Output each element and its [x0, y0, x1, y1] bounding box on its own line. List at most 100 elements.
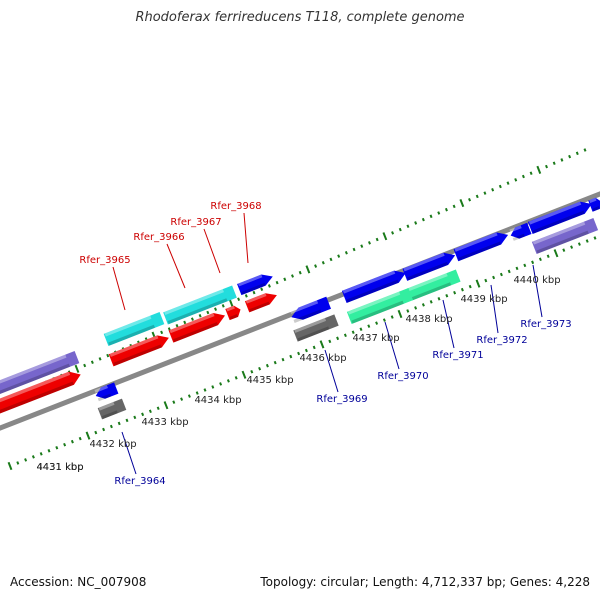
tick-mark-lower — [304, 348, 308, 353]
tick-mark-lower — [492, 275, 496, 280]
tick-mark-upper — [398, 227, 402, 232]
tick-mark-lower — [47, 449, 51, 453]
gene-rfer-3971[interactable] — [407, 269, 461, 301]
tick-mark-upper — [267, 284, 271, 288]
scale-label: 4431 kbp — [36, 462, 83, 473]
tick-mark-lower — [195, 391, 199, 395]
tick-mark-lower — [7, 461, 13, 471]
gene-features — [0, 196, 600, 420]
gene-forward-cds[interactable] — [453, 229, 511, 262]
tick-mark-lower — [437, 297, 441, 301]
tick-mark-upper — [90, 360, 94, 364]
gene-label-bottom: Rfer_3973 — [520, 319, 571, 330]
tick-mark-lower — [63, 442, 67, 447]
tick-mark-lower — [16, 461, 20, 465]
tick-mark-lower — [148, 409, 152, 414]
tick-mark-upper — [568, 154, 572, 159]
tick-mark-upper — [545, 164, 548, 169]
tick-mark-lower — [406, 309, 410, 313]
gene-label-top: Rfer_3966 — [133, 232, 184, 243]
gene-reverse-cds[interactable] — [108, 332, 171, 367]
gene-forward-cds[interactable] — [289, 296, 331, 324]
tick-mark-lower — [390, 315, 394, 319]
leader-line — [442, 299, 455, 349]
tick-mark-upper — [483, 191, 487, 195]
tick-mark-upper — [74, 364, 80, 373]
leader-line — [324, 349, 339, 393]
tick-mark-upper — [459, 198, 465, 208]
gene-forward-cds[interactable] — [527, 198, 594, 235]
tick-mark-upper — [321, 260, 325, 265]
gene-reverse-cds[interactable] — [244, 290, 279, 313]
gene-rfer-3968[interactable] — [237, 271, 275, 296]
gene-rfer-3973[interactable] — [531, 217, 599, 255]
gene-rfer-3969[interactable] — [293, 314, 339, 342]
tick-mark-lower — [546, 254, 550, 259]
tick-mark-lower — [258, 366, 262, 371]
tick-mark-upper — [291, 274, 294, 278]
tick-mark-lower — [234, 376, 238, 380]
tick-mark-lower — [55, 445, 59, 450]
tick-mark-upper — [367, 241, 371, 245]
gene-reverse-cds[interactable] — [225, 304, 242, 321]
tick-mark-upper — [83, 363, 87, 368]
tick-mark-lower — [453, 290, 457, 295]
tick-mark-lower — [109, 424, 113, 429]
scale-label: 4434 kbp — [194, 395, 241, 406]
gene-rfer-3965[interactable] — [103, 312, 165, 346]
accession-label: Accession: NC_007908 — [10, 575, 147, 589]
tick-mark-lower — [328, 339, 332, 344]
gene-label-bottom: Rfer_3971 — [432, 350, 483, 361]
tick-mark-lower — [460, 287, 464, 292]
tick-mark-upper — [491, 188, 495, 192]
tick-mark-upper — [444, 207, 448, 212]
labels: 4431 kbp 4432 kbp 4433 kbp 4434 kbp 4435 kbp… — [36, 201, 571, 487]
gene-rfer-3964[interactable] — [97, 398, 127, 420]
tick-mark-upper — [298, 270, 302, 275]
leader-line — [490, 284, 499, 334]
tick-mark-upper — [514, 178, 518, 182]
tick-mark-lower — [94, 430, 98, 435]
tick-mark-lower — [515, 266, 519, 271]
tick-mark-lower — [531, 260, 535, 265]
gene-rfer-3970[interactable] — [346, 287, 414, 325]
gene-reverse-cds[interactable] — [168, 309, 228, 343]
tick-mark-upper — [552, 161, 556, 166]
leader-line — [532, 264, 543, 318]
tick-mark-lower — [343, 333, 347, 338]
gene-forward-cds[interactable] — [341, 267, 408, 304]
scale-ticks — [0, 148, 597, 471]
tick-mark-upper — [506, 181, 510, 185]
gene-forward-cds[interactable] — [509, 222, 532, 241]
gene-rfer-3966-3967[interactable] — [163, 285, 237, 325]
scale-label: 4436 kbp — [299, 353, 346, 364]
gene-purple[interactable] — [0, 350, 80, 396]
leader-line — [243, 212, 249, 264]
scale-label: 4432 kbp — [89, 439, 136, 450]
tick-mark-lower — [39, 452, 43, 456]
tick-mark-upper — [521, 174, 525, 179]
tick-mark-lower — [141, 412, 145, 417]
tick-mark-upper — [468, 197, 472, 202]
tick-mark-lower — [538, 257, 542, 262]
gene-rfer-3964-forward[interactable] — [94, 382, 119, 402]
scale-label: 4440 kbp — [513, 275, 560, 286]
gene-forward-cds[interactable] — [588, 196, 600, 212]
tick-mark-upper — [175, 323, 179, 328]
tick-mark-upper — [337, 254, 341, 258]
tick-mark-lower — [163, 401, 169, 410]
gene-forward-cds[interactable] — [402, 249, 457, 281]
leader-line — [112, 266, 126, 311]
tick-mark-upper — [228, 298, 234, 307]
tick-mark-lower — [336, 336, 340, 341]
tick-mark-lower — [351, 330, 355, 335]
tick-mark-lower — [102, 427, 106, 432]
tick-mark-upper — [252, 290, 256, 295]
tick-mark-upper — [190, 317, 194, 321]
tick-mark-upper — [237, 297, 241, 301]
tick-mark-lower — [562, 248, 566, 252]
tick-mark-lower — [211, 385, 215, 389]
leader-line — [166, 243, 186, 289]
gene-reverse-cds[interactable] — [0, 368, 83, 416]
